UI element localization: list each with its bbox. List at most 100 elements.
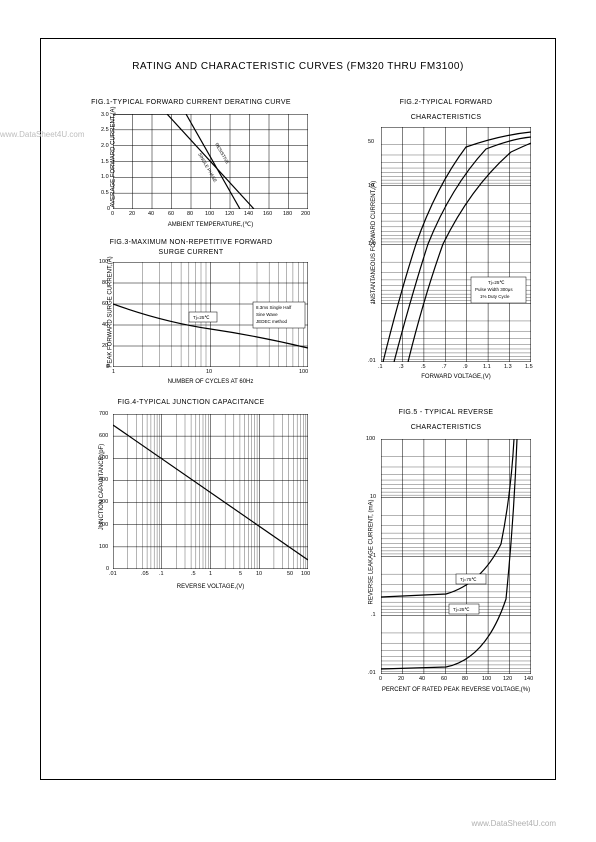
fig3-title: FIG.3-MAXIMUM NON-REPETITIVE FORWARD (91, 239, 291, 246)
fig1-ylabel: AVERAGE FORWARD CURRENT,(A) (110, 107, 116, 208)
fig1-title: FIG.1-TYPICAL FORWARD CURRENT DERATING C… (81, 99, 301, 106)
svg-text:SINGLE PHASE: SINGLE PHASE (197, 152, 218, 183)
fig3-ylabel: PEAK FORWARD SURGE CURRENT,(A) (108, 256, 114, 367)
fig3-yt: 40 (102, 322, 108, 328)
fig2-xt: 1.5 (525, 364, 533, 370)
fig4-chart (113, 414, 308, 569)
fig2-xt: 1.1 (483, 364, 491, 370)
fig1-xt: 0 (111, 211, 114, 217)
fig5-xt: 80 (462, 676, 468, 682)
fig1-xt: 160 (263, 211, 272, 217)
fig1-xt: 180 (283, 211, 292, 217)
svg-text:Tj=25℃: Tj=25℃ (488, 280, 505, 285)
fig2-xt: .1 (378, 364, 383, 370)
fig5-xlabel: PERCENT OF RATED PEAK REVERSE VOLTAGE,(%… (371, 687, 541, 693)
fig5-yt: 100 (366, 436, 375, 442)
fig4-xt: 10 (256, 571, 262, 577)
fig4-yt: 500 (99, 455, 108, 461)
fig4-xt: .5 (191, 571, 196, 577)
fig3-yt: 100 (99, 259, 108, 265)
fig3-xt: 100 (299, 369, 308, 375)
fig5-yt: 1 (373, 553, 376, 559)
svg-text:Tj=25℃: Tj=25℃ (453, 607, 470, 612)
fig5-subtitle: CHARACTERISTICS (361, 424, 531, 431)
fig2-xt: .9 (463, 364, 468, 370)
fig2-yt: 1.0 (368, 241, 376, 247)
fig1-yt: 0.5 (101, 190, 109, 196)
fig1-yt: 2.0 (101, 143, 109, 149)
fig1-xt: 200 (301, 211, 310, 217)
fig1-yt: 1.5 (101, 159, 109, 165)
fig1-yt: 1.0 (101, 174, 109, 180)
fig5-chart: Tj=75℃ Tj=25℃ (381, 439, 531, 674)
fig2-title: FIG.2-TYPICAL FORWARD (361, 99, 531, 106)
fig1-xt: 60 (168, 211, 174, 217)
fig2-yt: .01 (368, 358, 376, 364)
fig3-subtitle: SURGE CURRENT (91, 249, 291, 256)
fig2-xt: 1.3 (504, 364, 512, 370)
fig2-subtitle: CHARACTERISTICS (361, 114, 531, 121)
fig4-xlabel: REVERSE VOLTAGE,(V) (113, 584, 308, 590)
fig5-yt: .1 (371, 612, 376, 618)
fig5-title: FIG.5 - TYPICAL REVERSE (361, 409, 531, 416)
fig1-yt: 0 (107, 206, 110, 212)
svg-text:JEDEC method: JEDEC method (256, 319, 288, 324)
fig5-xt: 0 (379, 676, 382, 682)
fig5-yt: 10 (370, 494, 376, 500)
fig4-xt: 100 (301, 571, 310, 577)
fig3-yt: 20 (102, 343, 108, 349)
fig4-xt: 5 (239, 571, 242, 577)
fig2-xt: .7 (442, 364, 447, 370)
watermark-left: www.DataSheet4U.com (0, 130, 84, 139)
fig3-xlabel: NUMBER OF CYCLES AT 60Hz (113, 379, 308, 385)
fig2-xt: .3 (399, 364, 404, 370)
fig3-chart: Tj=25℃ 8.3ms Single Half Sine Wave JEDEC… (113, 262, 308, 367)
fig4-yt: 300 (99, 499, 108, 505)
fig4-yt: 700 (99, 411, 108, 417)
fig4-xt: 50 (287, 571, 293, 577)
page-title: RATING AND CHARACTERISTIC CURVES (FM320 … (41, 61, 555, 72)
fig3-xt: 10 (206, 369, 212, 375)
fig1-xt: 20 (129, 211, 135, 217)
fig1-xt: 120 (225, 211, 234, 217)
fig5-xt: 40 (419, 676, 425, 682)
fig2-xt: .5 (421, 364, 426, 370)
fig5-xt: 100 (482, 676, 491, 682)
fig2-yt: .1 (371, 300, 376, 306)
fig4-xt: .05 (141, 571, 149, 577)
page-frame: RATING AND CHARACTERISTIC CURVES (FM320 … (40, 38, 556, 780)
svg-text:Sine Wave: Sine Wave (256, 312, 278, 317)
fig2-yt: 50 (368, 139, 374, 145)
fig1-yt: 2.5 (101, 127, 109, 133)
fig4-yt: 400 (99, 477, 108, 483)
fig4-xt: .01 (109, 571, 117, 577)
svg-text:8.3ms Single Half: 8.3ms Single Half (256, 305, 292, 310)
watermark-bottom: www.DataSheet4U.com (472, 819, 556, 828)
fig1-xt: 140 (244, 211, 253, 217)
fig4-yt: 600 (99, 433, 108, 439)
fig1-xt: 80 (187, 211, 193, 217)
svg-text:Tj=75℃: Tj=75℃ (460, 577, 477, 582)
fig2-yt: 10 (368, 183, 374, 189)
fig1-chart: SINGLE PHASE RESISTIVE (113, 114, 308, 209)
fig5-xt: 60 (441, 676, 447, 682)
fig4-xt: 1 (209, 571, 212, 577)
fig1-xlabel: AMBIENT TEMPERATURE,(℃) (113, 221, 308, 228)
svg-text:Tj=25℃: Tj=25℃ (193, 315, 210, 320)
fig4-title: FIG.4-TYPICAL JUNCTION CAPACITANCE (91, 399, 291, 406)
fig1-yt: 3.0 (101, 112, 109, 118)
fig1-xt: 40 (148, 211, 154, 217)
fig4-yt: 100 (99, 544, 108, 550)
fig4-xt: .1 (159, 571, 164, 577)
fig4-yt: 200 (99, 522, 108, 528)
svg-text:1% Duty Cycle: 1% Duty Cycle (480, 294, 510, 299)
fig2-chart: Tj=25℃ Pulse Width 300μs 1% Duty Cycle (381, 127, 531, 362)
fig3-yt: 0 (106, 364, 109, 370)
fig5-xt: 20 (398, 676, 404, 682)
fig5-xt: 120 (503, 676, 512, 682)
fig2-xlabel: FORWARD VOLTAGE,(V) (381, 374, 531, 380)
fig3-yt: 80 (102, 280, 108, 286)
svg-text:Pulse Width 300μs: Pulse Width 300μs (475, 287, 513, 292)
fig1-xt: 100 (205, 211, 214, 217)
fig5-ylabel: REVERSE LEAKAGE CURRENT, (mA) (369, 499, 375, 604)
